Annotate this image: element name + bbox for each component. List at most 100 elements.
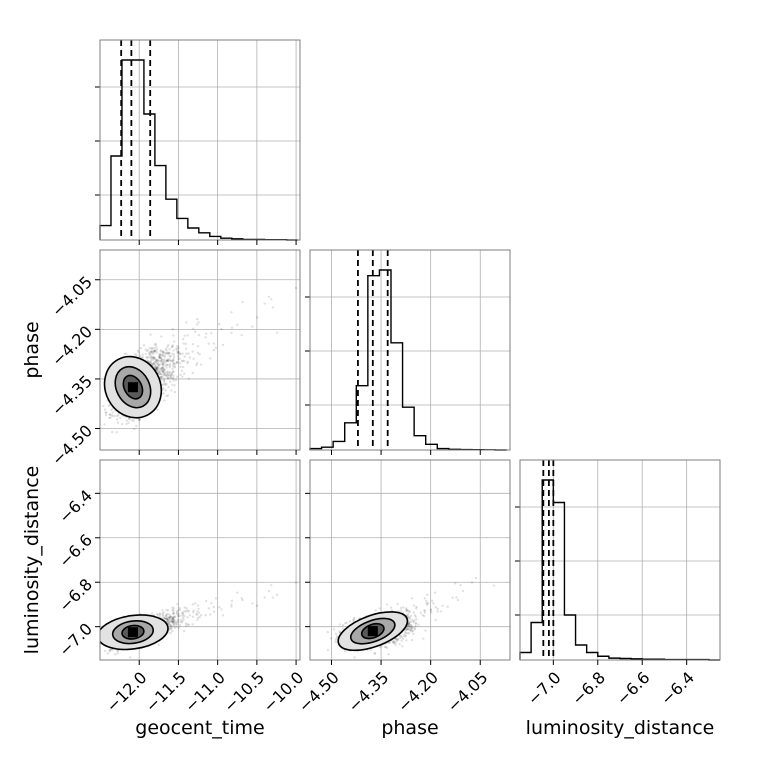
sample-point	[168, 613, 171, 617]
sample-point	[162, 383, 165, 386]
sample-point	[179, 352, 182, 356]
sample-point	[395, 638, 399, 641]
sample-point	[173, 615, 177, 619]
sample-point	[415, 618, 418, 621]
sample-point	[151, 355, 154, 359]
sample-point	[161, 369, 165, 373]
sample-point	[183, 359, 186, 363]
sample-point	[271, 306, 275, 309]
sample-point	[400, 609, 403, 612]
sample-point	[165, 363, 169, 367]
sample-point	[165, 608, 168, 612]
sample-point	[173, 626, 177, 629]
sample-point	[408, 629, 412, 632]
sample-point	[183, 334, 186, 337]
sample-point	[161, 369, 164, 372]
sample-point	[423, 614, 426, 618]
sample-point	[169, 359, 173, 363]
sample-point	[168, 627, 171, 630]
sample-point	[172, 620, 175, 624]
sample-point	[153, 357, 157, 360]
sample-point	[402, 634, 406, 637]
sample-point	[149, 360, 152, 363]
sample-point	[207, 342, 210, 345]
sample-point	[158, 613, 162, 616]
sample-point	[230, 311, 233, 314]
sample-point	[441, 604, 444, 607]
sample-point	[166, 394, 170, 397]
scatter-geocent_time-phase	[100, 286, 298, 434]
sample-point	[394, 638, 398, 641]
sample-point	[136, 349, 140, 352]
sample-point	[159, 367, 162, 370]
sample-point	[176, 620, 179, 624]
sample-point	[236, 591, 239, 594]
sample-point	[165, 351, 168, 355]
sample-point	[405, 639, 408, 642]
sample-point	[111, 414, 114, 418]
sample-point	[167, 620, 171, 623]
sample-point	[146, 356, 149, 359]
sample-point	[415, 605, 418, 609]
sample-point	[149, 354, 153, 358]
sample-point	[334, 632, 338, 636]
sample-point	[166, 620, 169, 623]
sample-point	[178, 606, 181, 610]
sample-point	[160, 361, 163, 364]
sample-point	[166, 619, 169, 622]
sample-point	[120, 422, 124, 426]
sample-point	[184, 347, 188, 351]
sample-point	[154, 343, 157, 346]
sample-point	[191, 371, 194, 375]
sample-point	[171, 345, 174, 349]
sample-point	[172, 618, 176, 622]
sample-point	[385, 646, 389, 650]
sample-point	[172, 622, 175, 625]
gridlines	[100, 86, 300, 196]
sample-point	[159, 375, 163, 379]
sample-point	[165, 613, 168, 616]
sample-point	[173, 363, 177, 366]
sample-point	[175, 344, 179, 348]
sample-point	[169, 615, 173, 618]
sample-point	[406, 628, 410, 631]
sample-point	[116, 649, 120, 653]
sample-point	[348, 620, 352, 623]
sample-point	[409, 629, 412, 632]
sample-point	[176, 352, 179, 355]
sample-point	[166, 612, 170, 616]
hist-phase-frame	[309, 249, 511, 451]
y-tick-label: −6.8	[55, 575, 96, 616]
x-tick-label: −4.35	[344, 668, 392, 716]
sample-point	[186, 334, 189, 337]
sample-point	[431, 599, 434, 603]
sample-point	[156, 348, 159, 351]
sample-point	[152, 352, 155, 356]
sample-point	[195, 612, 198, 616]
sample-point	[171, 629, 174, 633]
sample-point	[422, 637, 425, 640]
sample-point	[210, 332, 213, 335]
sample-point	[415, 607, 418, 610]
sample-point	[405, 607, 408, 610]
sample-point	[410, 624, 413, 627]
sample-point	[174, 622, 178, 626]
sample-point	[425, 603, 429, 606]
sample-point	[406, 612, 410, 616]
sample-point	[170, 626, 174, 629]
sample-point	[184, 622, 188, 625]
sample-point	[414, 622, 417, 625]
sample-point	[161, 370, 164, 373]
sample-point	[107, 404, 110, 407]
sample-point	[172, 612, 175, 615]
sample-point	[178, 352, 182, 355]
sample-point	[408, 624, 411, 627]
sample-point	[152, 357, 155, 360]
sample-point	[251, 325, 254, 328]
sample-point	[185, 352, 188, 355]
sample-point	[139, 346, 142, 350]
y-axis-label-luminosity-distance: luminosity_distance	[21, 466, 43, 655]
sample-point	[169, 354, 173, 358]
sample-point	[199, 613, 203, 617]
sample-point	[163, 371, 166, 375]
